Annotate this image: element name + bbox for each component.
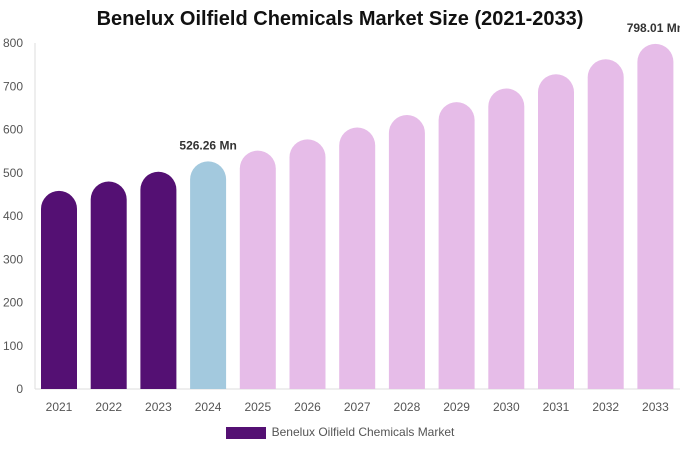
- data-label: 526.26 Mn: [179, 138, 236, 152]
- bar-2026: [289, 139, 326, 389]
- bar-2033: [637, 43, 674, 389]
- x-tick-label: 2021: [46, 400, 73, 414]
- y-tick-label: 100: [3, 339, 23, 353]
- data-label: 798.01 Mn: [627, 21, 680, 35]
- legend: Benelux Oilfield Chemicals Market: [0, 425, 680, 439]
- x-tick-label: 2028: [394, 400, 421, 414]
- x-tick-label: 2032: [592, 400, 619, 414]
- y-tick-label: 400: [3, 209, 23, 223]
- legend-swatch: [225, 426, 266, 439]
- x-tick-label: 2026: [294, 400, 321, 414]
- x-tick-label: 2025: [244, 400, 271, 414]
- y-tick-label: 200: [3, 296, 23, 310]
- bar-2022: [90, 181, 127, 389]
- y-tick-label: 700: [3, 79, 23, 93]
- bar-2025: [239, 150, 276, 389]
- x-tick-label: 2022: [95, 400, 122, 414]
- x-tick-label: 2030: [493, 400, 520, 414]
- bar-2021: [41, 190, 77, 389]
- bar-2027: [339, 127, 376, 389]
- y-tick-label: 800: [3, 36, 23, 50]
- x-tick-label: 2029: [443, 400, 470, 414]
- y-tick-label: 600: [3, 123, 23, 137]
- y-tick-label: 300: [3, 252, 23, 266]
- y-tick-label: 500: [3, 166, 23, 180]
- bar-2024: [190, 161, 227, 389]
- y-tick-label: 0: [16, 382, 23, 396]
- x-tick-label: 2027: [344, 400, 371, 414]
- bar-2032: [587, 59, 624, 389]
- bar-2023: [140, 171, 177, 389]
- legend-label: Benelux Oilfield Chemicals Market: [271, 425, 455, 439]
- x-tick-label: 2031: [543, 400, 570, 414]
- bar-2028: [388, 115, 425, 389]
- x-tick-label: 2033: [642, 400, 669, 414]
- bar-2031: [538, 74, 574, 389]
- bar-2030: [488, 88, 525, 389]
- bar-2029: [438, 102, 475, 389]
- chart-title: Benelux Oilfield Chemicals Market Size (…: [96, 8, 584, 30]
- x-tick-label: 2023: [145, 400, 172, 414]
- x-tick-label: 2024: [195, 400, 222, 414]
